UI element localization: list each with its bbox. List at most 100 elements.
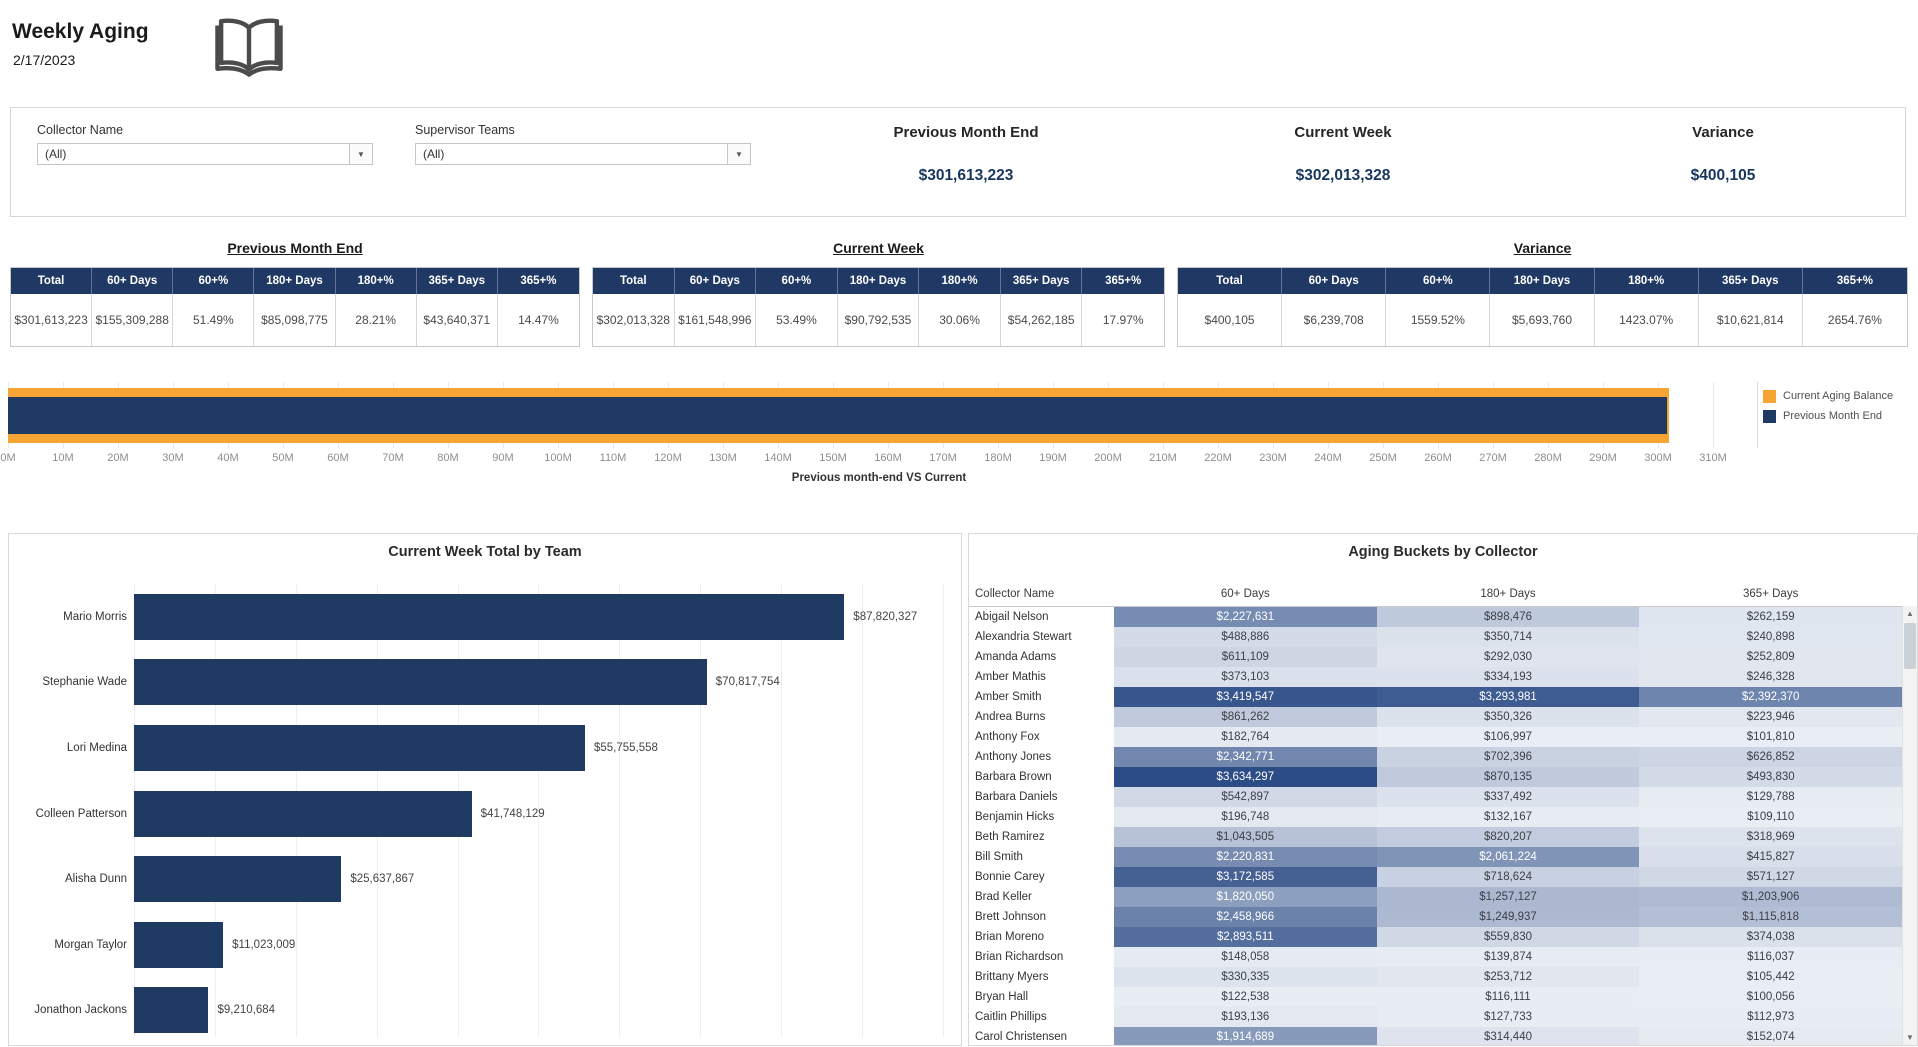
legend-swatch-icon	[1763, 409, 1776, 423]
aging-value-cell[interactable]: $196,748	[1114, 807, 1377, 827]
summary-value-cell: $5,693,760	[1490, 294, 1595, 346]
kpi-label: Previous Month End	[893, 124, 1039, 141]
aging-value-cell[interactable]: $2,893,511	[1114, 927, 1377, 947]
supervisor-dropdown-button[interactable]: ▼	[727, 144, 750, 164]
aging-value-cell[interactable]: $350,326	[1376, 707, 1640, 727]
aging-value-cell[interactable]: $415,827	[1639, 847, 1902, 867]
aging-value-cell[interactable]: $223,946	[1639, 707, 1902, 727]
aging-value-cell[interactable]: $870,135	[1376, 767, 1640, 787]
aging-value-cell[interactable]: $1,257,127	[1376, 887, 1640, 907]
team-bar[interactable]	[134, 921, 224, 968]
legend-item-current-aging-balance[interactable]: Current Aging Balance	[1763, 386, 1893, 406]
aging-value-cell[interactable]: $3,419,547	[1114, 687, 1377, 707]
team-bar[interactable]	[134, 724, 585, 771]
team-bar[interactable]	[134, 987, 209, 1034]
summary-table-current-week: Total 60+ Days 60+% 180+ Days 180+% 365+ Days…	[592, 267, 1165, 347]
aging-value-cell[interactable]: $373,103	[1114, 667, 1377, 687]
aging-value-cell[interactable]: $148,058	[1114, 947, 1377, 967]
scrollbar-thumb[interactable]	[1904, 623, 1916, 669]
team-chart-row: Mario Morris $87,820,327	[9, 584, 957, 650]
aging-value-cell[interactable]: $105,442	[1639, 967, 1902, 987]
scroll-up-icon[interactable]: ▲	[1906, 609, 1914, 618]
aging-value-cell[interactable]: $116,037	[1639, 947, 1902, 967]
aging-value-cell[interactable]: $611,109	[1114, 647, 1377, 667]
team-bar[interactable]	[134, 790, 472, 837]
x-axis-tick-label: 120M	[654, 452, 682, 464]
aging-value-cell[interactable]: $1,043,505	[1114, 827, 1377, 847]
aging-value-cell[interactable]: $2,342,771	[1114, 747, 1377, 767]
aging-value-cell[interactable]: $129,788	[1639, 787, 1902, 807]
aging-value-cell[interactable]: $1,820,050	[1114, 887, 1377, 907]
collector-name-cell: Benjamin Hicks	[975, 811, 1055, 823]
vertical-scrollbar[interactable]: ▲ ▼	[1902, 606, 1917, 1045]
summary-header-cell: 365+ Days	[1000, 268, 1083, 294]
aging-value-cell[interactable]: $240,898	[1639, 627, 1902, 647]
collector-name-select[interactable]: (All) ▼	[37, 143, 373, 165]
aging-value-cell[interactable]: $3,172,585	[1114, 867, 1377, 887]
aging-value-cell[interactable]: $106,997	[1376, 727, 1640, 747]
aging-value-cell[interactable]: $1,203,906	[1639, 887, 1902, 907]
summary-header-cell: 60+%	[756, 268, 838, 294]
aging-value-cell[interactable]: $374,038	[1639, 927, 1902, 947]
aging-value-cell[interactable]: $292,030	[1376, 647, 1640, 667]
aging-value-cell[interactable]: $112,973	[1639, 1007, 1902, 1027]
aging-value-cell[interactable]: $1,115,818	[1639, 907, 1902, 927]
aging-value-cell[interactable]: $330,335	[1114, 967, 1377, 987]
aging-value-cell[interactable]: $702,396	[1376, 747, 1640, 767]
scroll-down-icon[interactable]: ▼	[1906, 1033, 1914, 1042]
aging-value-cell[interactable]: $2,220,831	[1114, 847, 1377, 867]
aging-value-cell[interactable]: $3,293,981	[1376, 687, 1640, 707]
summary-value-cell: 14.47%	[518, 313, 559, 327]
aging-value-cell[interactable]: $861,262	[1114, 707, 1377, 727]
aging-table-row: Caitlin Phillips $193,136 $127,733 $112,973	[969, 1007, 1902, 1027]
previous-month-end-bar[interactable]	[8, 397, 1667, 434]
aging-value-cell[interactable]: $571,127	[1639, 867, 1902, 887]
aging-value-cell[interactable]: $337,492	[1376, 787, 1640, 807]
legend-item-previous-month-end[interactable]: Previous Month End	[1763, 406, 1893, 426]
aging-value-cell[interactable]: $2,061,224	[1376, 847, 1640, 867]
aging-value-cell[interactable]: $350,714	[1376, 627, 1640, 647]
aging-value-cell[interactable]: $252,809	[1639, 647, 1902, 667]
aging-value-cell[interactable]: $334,193	[1376, 667, 1640, 687]
team-bar[interactable]	[134, 593, 845, 640]
aging-value-cell[interactable]: $116,111	[1376, 987, 1640, 1007]
aging-value-cell[interactable]: $101,810	[1639, 727, 1902, 747]
aging-value-cell[interactable]: $1,249,937	[1376, 907, 1640, 927]
supervisor-teams-select[interactable]: (All) ▼	[415, 143, 751, 165]
aging-value-cell[interactable]: $122,538	[1114, 987, 1377, 1007]
aging-value-cell[interactable]: $314,440	[1376, 1027, 1640, 1045]
team-value-label: $41,748,129	[480, 807, 545, 820]
aging-value-cell[interactable]: $559,830	[1376, 927, 1640, 947]
summary-value-cell: $400,105	[1178, 294, 1283, 346]
aging-value-cell[interactable]: $246,328	[1639, 667, 1902, 687]
kpi-label: Variance	[1692, 124, 1754, 141]
aging-value-cell[interactable]: $493,830	[1639, 767, 1902, 787]
aging-value-cell[interactable]: $1,914,689	[1114, 1027, 1377, 1045]
aging-value-cell[interactable]: $152,074	[1639, 1027, 1902, 1045]
aging-value-cell[interactable]: $253,712	[1376, 967, 1640, 987]
aging-value-cell[interactable]: $132,167	[1376, 807, 1640, 827]
aging-value-cell[interactable]: $182,764	[1114, 727, 1377, 747]
aging-value-cell[interactable]: $2,227,631	[1114, 607, 1377, 627]
team-bar[interactable]	[134, 856, 342, 903]
aging-value-cell[interactable]: $820,207	[1376, 827, 1640, 847]
aging-value-cell[interactable]: $262,159	[1639, 607, 1902, 627]
aging-value-cell[interactable]: $626,852	[1639, 747, 1902, 767]
aging-value-cell[interactable]: $139,874	[1376, 947, 1640, 967]
aging-value-cell[interactable]: $109,110	[1639, 807, 1902, 827]
collector-dropdown-button[interactable]: ▼	[349, 144, 372, 164]
aging-value-cell[interactable]: $193,136	[1114, 1007, 1377, 1027]
aging-value-cell[interactable]: $3,634,297	[1114, 767, 1377, 787]
team-bar[interactable]	[134, 659, 707, 706]
aging-value-cell[interactable]: $542,897	[1114, 787, 1377, 807]
aging-value-cell[interactable]: $488,886	[1114, 627, 1377, 647]
aging-value-cell[interactable]: $718,624	[1376, 867, 1640, 887]
aging-value-cell[interactable]: $2,392,370	[1639, 687, 1902, 707]
aging-value-cell[interactable]: $100,056	[1639, 987, 1902, 1007]
aging-value-cell[interactable]: $127,733	[1376, 1007, 1640, 1027]
team-category-label: Alisha Dunn	[64, 873, 127, 886]
aging-value-cell[interactable]: $318,969	[1639, 827, 1902, 847]
aging-value-cell[interactable]: $2,458,966	[1114, 907, 1377, 927]
aging-value-cell[interactable]: $898,476	[1376, 607, 1640, 627]
